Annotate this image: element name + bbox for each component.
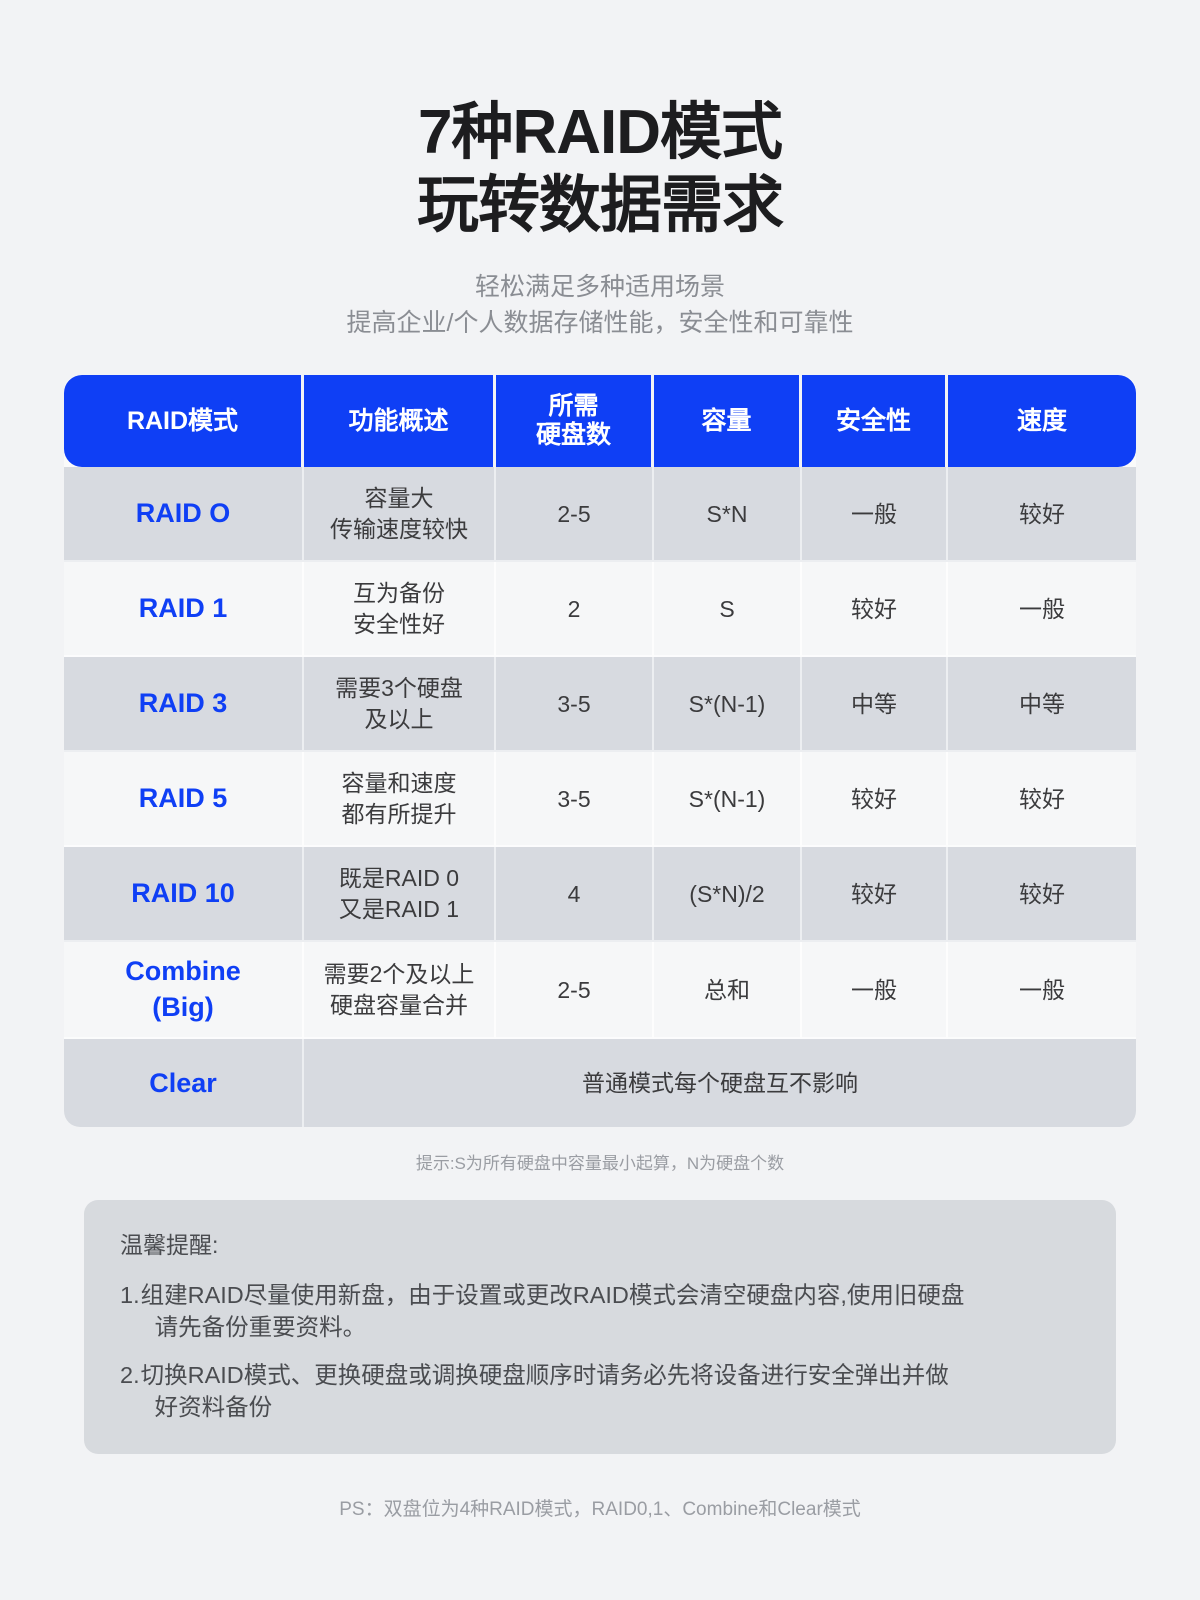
cell-raid-mode: RAID 3 xyxy=(64,657,304,753)
column-header-function: 功能概述 xyxy=(304,375,496,468)
reminder-item-line-1: 组建RAID尽量使用新盘，由于设置或更改RAID模式会清空硬盘内容,使用旧硬盘 xyxy=(140,1282,965,1309)
cell-speed: 较好 xyxy=(948,467,1136,563)
cell-disks: 3-5 xyxy=(496,657,654,753)
cell-function: 容量大 传输速度较快 xyxy=(304,467,496,563)
column-header-raid-mode: RAID模式 xyxy=(64,375,304,468)
table-body: RAID O 容量大 传输速度较快 2-5 S*N 一般 较好 RAID 1 xyxy=(64,467,1136,1128)
reminder-item-body: 切换RAID模式、更换硬盘或调换硬盘顺序时请务必先将设备进行安全弹出并做 好资料… xyxy=(141,1360,1086,1424)
reminder-title: 温馨提醒: xyxy=(120,1232,219,1259)
cell-capacity: 总和 xyxy=(654,942,802,1040)
cell-function: 既是RAID 0 又是RAID 1 xyxy=(304,847,496,943)
table-row: RAID O 容量大 传输速度较快 2-5 S*N 一般 较好 xyxy=(64,467,1136,563)
reminder-item-number: 2. xyxy=(120,1362,140,1389)
cell-raid-mode: RAID 5 xyxy=(64,752,304,848)
cell-safety: 一般 xyxy=(802,942,948,1040)
ps-note: PS：双盘位为4种RAID模式，RAID0,1、Combine和Clear模式 xyxy=(339,1499,861,1521)
hero-section: 7种RAID模式 玩转数据需求 轻松满足多种适用场景 提高企业/个人数据存储性能… xyxy=(0,0,1200,341)
page-subtitle-line-1: 轻松满足多种适用场景 xyxy=(474,273,725,302)
table-row-clear: Clear 普通模式每个硬盘互不影响 xyxy=(64,1039,1136,1128)
column-header-capacity-label: 容量 xyxy=(701,406,752,435)
raid-comparison-table: RAID模式 功能概述 所需 硬盘数 容量 安全性 xyxy=(64,375,1136,1128)
cell-raid-mode: Clear xyxy=(64,1039,304,1128)
cell-safety: 较好 xyxy=(802,847,948,943)
table-row: RAID 1 互为备份 安全性好 2 S 较好 一般 xyxy=(64,562,1136,658)
cell-raid-mode: RAID 1 xyxy=(64,562,304,658)
cell-function: 需要2个及以上 硬盘容量合并 xyxy=(304,942,496,1040)
column-header-function-label: 功能概述 xyxy=(348,406,449,435)
reminder-item-line-1: 切换RAID模式、更换硬盘或调换硬盘顺序时请务必先将设备进行安全弹出并做 xyxy=(140,1362,949,1389)
cell-capacity: S*(N-1) xyxy=(654,752,802,848)
cell-raid-mode: Combine (Big) xyxy=(64,942,304,1040)
reminder-item-line-2: 好资料备份 xyxy=(154,1394,273,1421)
cell-clear-description: 普通模式每个硬盘互不影响 xyxy=(304,1039,1136,1128)
cell-capacity: (S*N)/2 xyxy=(654,847,802,943)
column-header-safety-label: 安全性 xyxy=(835,406,911,435)
cell-speed: 一般 xyxy=(948,562,1136,658)
cell-function: 互为备份 安全性好 xyxy=(304,562,496,658)
cell-safety: 一般 xyxy=(802,467,948,563)
column-header-raid-mode-label: RAID模式 xyxy=(126,406,239,435)
cell-safety: 中等 xyxy=(802,657,948,753)
column-header-speed-label: 速度 xyxy=(1016,406,1067,435)
column-header-disks: 所需 硬盘数 xyxy=(496,375,654,468)
cell-speed: 较好 xyxy=(948,847,1136,943)
reminder-item: 1. 组建RAID尽量使用新盘，由于设置或更改RAID模式会清空硬盘内容,使用旧… xyxy=(120,1280,1086,1344)
column-header-safety: 安全性 xyxy=(802,375,948,468)
cell-disks: 2-5 xyxy=(496,467,654,563)
cell-safety: 较好 xyxy=(802,752,948,848)
table-row: RAID 10 既是RAID 0 又是RAID 1 4 (S*N)/2 较好 较… xyxy=(64,847,1136,943)
cell-disks: 4 xyxy=(496,847,654,943)
reminder-item-body: 组建RAID尽量使用新盘，由于设置或更改RAID模式会清空硬盘内容,使用旧硬盘 … xyxy=(141,1280,1086,1344)
reminder-panel: 温馨提醒: 1. 组建RAID尽量使用新盘，由于设置或更改RAID模式会清空硬盘… xyxy=(84,1200,1116,1455)
cell-disks: 3-5 xyxy=(496,752,654,848)
table-footnote: 提示:S为所有硬盘中容量最小起算，N为硬盘个数 xyxy=(415,1154,785,1174)
cell-function: 需要3个硬盘 及以上 xyxy=(304,657,496,753)
table-header-row: RAID模式 功能概述 所需 硬盘数 容量 安全性 xyxy=(64,375,1136,468)
column-header-disks-label-2: 硬盘数 xyxy=(535,421,611,450)
cell-capacity: S xyxy=(654,562,802,658)
table-row: RAID 3 需要3个硬盘 及以上 3-5 S*(N-1) 中等 中等 xyxy=(64,657,1136,753)
cell-speed: 一般 xyxy=(948,942,1136,1040)
reminder-item-line-2: 请先备份重要资料。 xyxy=(154,1314,367,1341)
cell-capacity: S*N xyxy=(654,467,802,563)
cell-raid-mode: RAID O xyxy=(64,467,304,563)
page-subtitle-line-2: 提高企业/个人数据存储性能，安全性和可靠性 xyxy=(346,308,854,337)
cell-function: 容量和速度 都有所提升 xyxy=(304,752,496,848)
cell-disks: 2-5 xyxy=(496,942,654,1040)
column-header-speed: 速度 xyxy=(948,375,1136,468)
cell-safety: 较好 xyxy=(802,562,948,658)
cell-disks: 2 xyxy=(496,562,654,658)
table-row: RAID 5 容量和速度 都有所提升 3-5 S*(N-1) 较好 较好 xyxy=(64,752,1136,848)
cell-speed: 中等 xyxy=(948,657,1136,753)
cell-speed: 较好 xyxy=(948,752,1136,848)
reminder-item: 2. 切换RAID模式、更换硬盘或调换硬盘顺序时请务必先将设备进行安全弹出并做 … xyxy=(120,1360,1086,1424)
cell-capacity: S*(N-1) xyxy=(654,657,802,753)
page-subtitle: 轻松满足多种适用场景 提高企业/个人数据存储性能，安全性和可靠性 xyxy=(0,270,1200,341)
page-title-line-1: 7种RAID模式 xyxy=(417,98,783,167)
reminder-item-number: 1. xyxy=(120,1282,140,1309)
page-title: 7种RAID模式 玩转数据需求 xyxy=(0,96,1200,242)
page-title-line-2: 玩转数据需求 xyxy=(416,171,784,241)
table-row: Combine (Big) 需要2个及以上 硬盘容量合并 2-5 总和 一般 一… xyxy=(64,942,1136,1040)
column-header-disks-label-1: 所需 xyxy=(548,392,599,421)
column-header-capacity: 容量 xyxy=(654,375,802,468)
cell-raid-mode: RAID 10 xyxy=(64,847,304,943)
